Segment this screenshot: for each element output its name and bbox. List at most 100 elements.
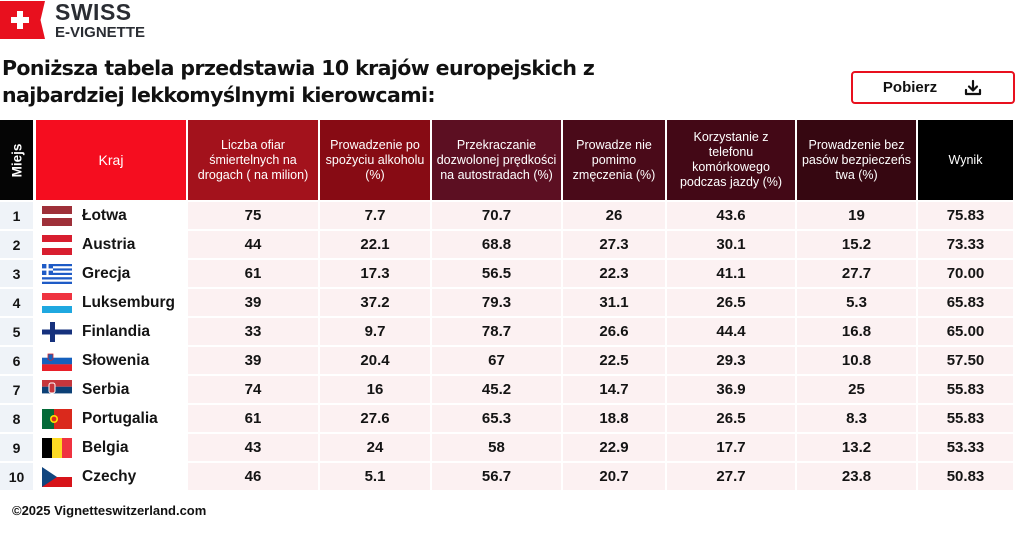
finland-flag-icon (42, 321, 72, 342)
fatalities-cell: 61 (188, 405, 318, 432)
country-name: Austria (82, 235, 136, 253)
rank-cell: 8 (0, 405, 33, 432)
fatalities-cell: 75 (188, 202, 318, 229)
brand-name: SWISS E-VIGNETTE (55, 0, 146, 41)
fatigue-cell: 20.7 (563, 463, 665, 490)
table-row: 1 Łotwa 75 7.7 70.7 26 43.6 19 75.83 (0, 202, 1015, 229)
fatigue-cell: 14.7 (563, 376, 665, 403)
fatigue-cell: 26.6 (563, 318, 665, 345)
drivers-table: Miejs Kraj Liczba ofiar śmiertelnych na dr… (0, 120, 1015, 490)
header-country: Kraj (36, 120, 186, 200)
table-row: 7 Serbia 74 16 45.2 14.7 36.9 25 55.83 (0, 376, 1015, 403)
brand-line2: E-VIGNETTE (55, 23, 146, 41)
seatbelt-cell: 23.8 (797, 463, 916, 490)
seatbelt-cell: 19 (797, 202, 916, 229)
phone-cell: 43.6 (667, 202, 795, 229)
seatbelt-cell: 8.3 (797, 405, 916, 432)
speeding-cell: 58 (432, 434, 561, 461)
swiss-flag-icon (0, 1, 45, 39)
seatbelt-cell: 13.2 (797, 434, 916, 461)
country-name: Portugalia (82, 409, 158, 427)
fatigue-cell: 31.1 (563, 289, 665, 316)
header-label: Wynik (948, 152, 983, 167)
austria-flag-icon (42, 234, 72, 255)
rank-cell: 3 (0, 260, 33, 287)
table-row: 10 Czechy 46 5.1 56.7 20.7 27.7 23.8 50.83 (0, 463, 1015, 490)
country-name: Grecja (82, 264, 131, 282)
score-cell: 55.83 (918, 405, 1013, 432)
fatigue-cell: 18.8 (563, 405, 665, 432)
speeding-cell: 78.7 (432, 318, 561, 345)
table-row: 5 Finlandia 33 9.7 78.7 26.6 44.4 16.8 65.00 (0, 318, 1015, 345)
download-button[interactable]: Pobierz (851, 71, 1015, 104)
latvia-flag-icon (42, 205, 72, 226)
brand-logo[interactable]: SWISS E-VIGNETTE (0, 0, 145, 40)
table-row: 6 Słowenia 39 20.4 67 22.5 29.3 10.8 57.50 (0, 347, 1015, 374)
download-button-label: Pobierz (882, 79, 938, 96)
rank-cell: 2 (0, 231, 33, 258)
country-name: Luksemburg (82, 293, 176, 311)
phone-cell: 27.7 (667, 463, 795, 490)
country-name: Belgia (82, 438, 129, 456)
country-cell: Portugalia (36, 405, 186, 432)
czech-flag-icon (42, 466, 72, 487)
score-cell: 57.50 (918, 347, 1013, 374)
phone-cell: 29.3 (667, 347, 795, 374)
score-cell: 65.00 (918, 318, 1013, 345)
country-cell: Czechy (36, 463, 186, 490)
seatbelt-cell: 16.8 (797, 318, 916, 345)
fatigue-cell: 27.3 (563, 231, 665, 258)
score-cell: 50.83 (918, 463, 1013, 490)
country-name: Finlandia (82, 322, 151, 340)
portugal-flag-icon (42, 408, 72, 429)
country-name: Serbia (82, 380, 130, 398)
speeding-cell: 67 (432, 347, 561, 374)
header-label: Prowadze nie pomimo zmęczenia (%) (572, 137, 656, 182)
phone-cell: 41.1 (667, 260, 795, 287)
belgium-flag-icon (42, 437, 72, 458)
country-cell: Belgia (36, 434, 186, 461)
phone-cell: 17.7 (667, 434, 795, 461)
header-label: Prowadzenie po spożyciu alkoholu (%) (325, 137, 425, 182)
table-row: 9 Belgia 43 24 58 22.9 17.7 13.2 53.33 (0, 434, 1015, 461)
table-body: 1 Łotwa 75 7.7 70.7 26 43.6 19 75.83 2 Austria 44 22… (0, 202, 1015, 490)
speeding-cell: 45.2 (432, 376, 561, 403)
download-icon (964, 79, 982, 95)
header-rank: Miejs (0, 120, 33, 200)
header-label: Miejs (9, 143, 25, 177)
fatalities-cell: 33 (188, 318, 318, 345)
fatalities-cell: 44 (188, 231, 318, 258)
header-seatbelt: Prowadzenie bez pasów bezpieczeńs twa (%… (797, 120, 916, 200)
alcohol-cell: 7.7 (320, 202, 430, 229)
speeding-cell: 65.3 (432, 405, 561, 432)
score-cell: 73.33 (918, 231, 1013, 258)
table-row: 2 Austria 44 22.1 68.8 27.3 30.1 15.2 73.33 (0, 231, 1015, 258)
fatalities-cell: 46 (188, 463, 318, 490)
slovenia-flag-icon (42, 350, 72, 371)
alcohol-cell: 24 (320, 434, 430, 461)
table-row: 3 Grecja 61 17.3 56.5 22.3 41.1 27.7 70.00 (0, 260, 1015, 287)
fatigue-cell: 22.3 (563, 260, 665, 287)
header-fatigue: Prowadze nie pomimo zmęczenia (%) (563, 120, 665, 200)
header-label: Liczba ofiar śmiertelnych na drogach ( n… (197, 137, 309, 182)
score-cell: 55.83 (918, 376, 1013, 403)
country-name: Słowenia (82, 351, 150, 369)
fatalities-cell: 74 (188, 376, 318, 403)
seatbelt-cell: 5.3 (797, 289, 916, 316)
speeding-cell: 56.7 (432, 463, 561, 490)
score-cell: 70.00 (918, 260, 1013, 287)
score-cell: 65.83 (918, 289, 1013, 316)
score-cell: 75.83 (918, 202, 1013, 229)
rank-cell: 4 (0, 289, 33, 316)
alcohol-cell: 27.6 (320, 405, 430, 432)
alcohol-cell: 16 (320, 376, 430, 403)
header-label: Kraj (98, 151, 124, 168)
phone-cell: 26.5 (667, 405, 795, 432)
brand-line1: SWISS (55, 0, 132, 25)
alcohol-cell: 5.1 (320, 463, 430, 490)
fatigue-cell: 26 (563, 202, 665, 229)
page-title: Poniższa tabela przedstawia 10 krajów eu… (2, 56, 595, 107)
alcohol-cell: 17.3 (320, 260, 430, 287)
rank-cell: 7 (0, 376, 33, 403)
country-cell: Finlandia (36, 318, 186, 345)
